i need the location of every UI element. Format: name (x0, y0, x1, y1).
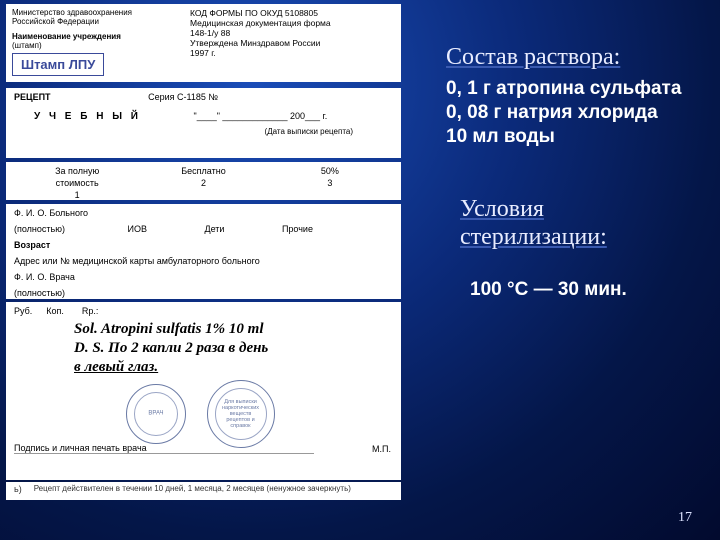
payment-block: За полную стоимость 1 Бесплатно 2 50% 3 (6, 162, 401, 200)
sostav-line2: 0, 08 г натрия хлорида (446, 101, 681, 125)
seal-doctor-label: ВРАЧ (136, 411, 176, 418)
pay-full-l1: За полную (14, 166, 140, 176)
slide-number: 17 (678, 510, 692, 526)
usl-title-l2: стерилизации: (460, 224, 607, 250)
prochie-label: Прочие (282, 224, 313, 234)
usl-value: 100 °С — 30 мин. (470, 278, 627, 303)
signature-label: Подпись и личная печать врача (14, 443, 314, 454)
seal-narcotics-label: Для выписки наркотических веществ рецепт… (218, 399, 264, 429)
pay-free: Бесплатно (140, 166, 266, 176)
footer-block: ь) Рецепт действителен в течении 10 дней… (6, 482, 401, 500)
date-hint: (Дата выписки рецепта) (14, 127, 353, 136)
recipe-series: Серия С-1185 № (148, 92, 218, 102)
date-line: "____" _____________ 200___ г. (194, 111, 328, 121)
footer-mark: ь) (14, 484, 22, 494)
sostav-block: Состав раствора: 0, 1 г атропина сульфат… (446, 44, 681, 148)
mp-label: М.П. (372, 444, 391, 454)
ministry-line1: Министерство здравоохранения (12, 8, 182, 17)
form-code-line4: Утверждена Минздравом России (190, 38, 395, 48)
form-code-line2: Медицинская документация форма (190, 18, 395, 28)
polnost-label: (полностью) (14, 224, 65, 234)
recipe-label: РЕЦЕПТ (14, 92, 51, 102)
iov-label: ИОВ (127, 224, 146, 234)
form-code-line1: КОД ФОРМЫ ПО ОКУД 5108805 (190, 8, 395, 18)
form-code-line5: 1997 г. (190, 48, 395, 58)
kop-label: Коп. (46, 306, 64, 316)
pay-50: 50% (267, 166, 393, 176)
rp-line1: Sol. Atropini sulfatis 1% 10 ml (74, 320, 393, 339)
ministry-line2: Российской Федерации (12, 17, 182, 26)
patient-label: Ф. И. О. Больного (14, 208, 88, 218)
vozrast-label: Возраст (14, 240, 50, 250)
recipe-block: РЕЦЕПТ Серия С-1185 № У Ч Е Б Н Ы Й "___… (6, 88, 401, 158)
usloviya-block: Условия стерилизации: (460, 196, 607, 251)
rub-label: Руб. (14, 306, 32, 316)
deti-label: Дети (204, 224, 224, 234)
fio-block: Ф. И. О. Больного (полностью) ИОВ Дети П… (6, 204, 401, 299)
seal-narcotics: Для выписки наркотических веществ рецепт… (207, 380, 275, 448)
polnost2-label: (полностью) (14, 288, 65, 298)
sostav-line3: 10 мл воды (446, 125, 681, 149)
prescription-text: Sol. Atropini sulfatis 1% 10 ml D. S. По… (74, 320, 393, 376)
address-label: Адрес или № медицинской карты амбулаторн… (14, 256, 260, 266)
stamp-small: (штамп) (12, 41, 182, 50)
form-header: Министерство здравоохранения Российской … (6, 4, 401, 82)
pay-full-l2: стоимость (14, 178, 140, 188)
form-code-line3: 148-1/у 88 (190, 28, 395, 38)
pay-50-n: 3 (267, 178, 393, 188)
rp-label: Rp.: (82, 306, 99, 316)
rp-line2: D. S. По 2 капли 2 раза в день (74, 339, 393, 358)
seal-doctor: ВРАЧ (126, 384, 186, 444)
usloviya-body: 100 °С — 30 мин. (470, 278, 627, 303)
uchebny-label: У Ч Е Б Н Ы Й (34, 111, 141, 122)
sostav-line1: 0, 1 г атропина сульфата (446, 77, 681, 101)
stamp-box: Штамп ЛПУ (12, 53, 104, 76)
pay-full-n: 1 (14, 190, 140, 200)
pay-free-n: 2 (140, 178, 266, 188)
rp-line3: в левый глаз. (74, 358, 393, 377)
rp-block: Руб. Коп. Rp.: Sol. Atropini sulfatis 1%… (6, 302, 401, 480)
doctor-label: Ф. И. О. Врача (14, 272, 75, 282)
usl-title-l1: Условия (460, 196, 544, 222)
validity-text: Рецепт действителен в течении 10 дней, 1… (34, 484, 351, 493)
org-label: Наименование учреждения (12, 32, 182, 41)
seals-container: ВРАЧ Для выписки наркотических веществ р… (126, 380, 293, 448)
sostav-title: Состав раствора: (446, 44, 681, 71)
